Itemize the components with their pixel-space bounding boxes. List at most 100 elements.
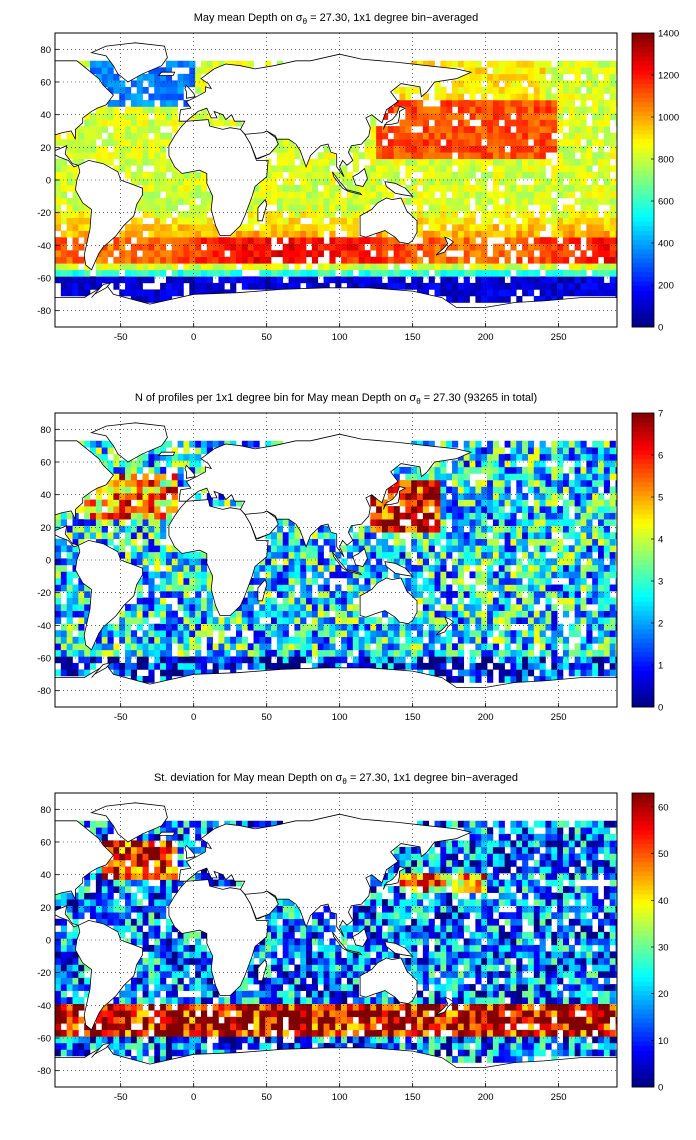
heatmap-cell: [504, 577, 511, 585]
heatmap-cell: [381, 1042, 389, 1050]
heatmap-cell: [294, 532, 301, 540]
heatmap-cell: [492, 106, 500, 114]
heatmap-cell: [294, 250, 301, 258]
heatmap-cell: [183, 584, 190, 592]
heatmap-cell: [440, 551, 447, 559]
heatmap-cell: [101, 440, 108, 448]
landmass-arabia: [244, 130, 279, 160]
heatmap-cell: [66, 256, 73, 264]
heatmap-cell: [603, 224, 611, 231]
heatmap-cell: [218, 493, 225, 500]
heatmap-cell: [136, 617, 143, 624]
heatmap-cell: [101, 512, 108, 520]
heatmap-cell: [66, 643, 73, 651]
heatmap-cell: [376, 662, 383, 670]
heatmap-cell: [329, 204, 336, 212]
heatmap-cell: [271, 440, 278, 448]
heatmap-cell: [376, 512, 383, 520]
heatmap-cell: [598, 250, 605, 258]
heatmap-cell: [498, 564, 505, 572]
heatmap-cell: [498, 499, 505, 507]
heatmap-cell: [580, 440, 587, 448]
heatmap-cell: [469, 113, 476, 120]
heatmap-cell: [125, 1049, 132, 1057]
heatmap-cell: [609, 493, 616, 500]
heatmap-cell: [516, 67, 523, 75]
heatmap-cell: [136, 132, 143, 140]
heatmap-cell: [329, 184, 336, 192]
heatmap-cell: [259, 564, 266, 572]
heatmap-cell: [95, 145, 103, 153]
heatmap-cell: [440, 564, 447, 572]
heatmap-cell: [370, 617, 377, 624]
heatmap-cell: [469, 1049, 476, 1057]
heatmap-cell: [306, 630, 313, 638]
heatmap-cell: [200, 662, 208, 670]
heatmap-cell: [130, 145, 138, 153]
heatmap-cell: [177, 282, 184, 290]
heatmap-cell: [598, 630, 605, 638]
heatmap-cell: [603, 165, 611, 173]
heatmap-cell: [189, 551, 196, 559]
heatmap-cell: [422, 230, 429, 238]
heatmap-cell: [95, 276, 103, 284]
heatmap-cell: [101, 67, 108, 75]
heatmap-cell: [440, 178, 447, 186]
heatmap-cell: [387, 126, 394, 133]
heatmap-cell: [457, 113, 465, 120]
heatmap-cell: [539, 256, 546, 264]
heatmap-cell: [323, 577, 330, 585]
heatmap-cell: [487, 158, 494, 166]
heatmap-cell: [522, 538, 529, 546]
heatmap-cell: [276, 571, 284, 579]
heatmap-cell: [603, 499, 611, 507]
heatmap-cell: [125, 538, 132, 546]
heatmap-cell: [598, 460, 605, 468]
heatmap-cell: [574, 106, 581, 114]
heatmap-cell: [428, 113, 435, 120]
heatmap-cell: [568, 119, 575, 127]
heatmap-cell: [487, 649, 494, 657]
heatmap-cell: [119, 519, 126, 526]
heatmap-cell: [346, 591, 354, 598]
heatmap-cell: [522, 211, 529, 218]
heatmap-cell: [469, 584, 476, 592]
heatmap-cell: [422, 269, 429, 277]
heatmap-cell: [574, 643, 581, 651]
heatmap-cell: [276, 145, 284, 153]
heatmap-cell: [533, 610, 540, 618]
heatmap-cell: [557, 256, 564, 264]
heatmap-cell: [516, 656, 523, 664]
heatmap-cell: [598, 237, 605, 244]
heatmap-cell: [189, 597, 196, 605]
heatmap-cell: [317, 197, 324, 205]
heatmap-cell: [90, 519, 97, 526]
heatmap-cell: [428, 282, 435, 290]
heatmap-cell: [364, 577, 371, 585]
heatmap-cell: [142, 158, 149, 166]
heatmap-cell: [545, 99, 552, 107]
heatmap-cell: [177, 230, 184, 238]
heatmap-cell: [562, 440, 570, 448]
heatmap-cell: [376, 538, 383, 546]
heatmap-cell: [527, 617, 535, 624]
heatmap-cell: [592, 99, 599, 107]
heatmap-cell: [422, 197, 429, 205]
heatmap-cell: [533, 662, 540, 670]
heatmap-cell: [434, 224, 441, 231]
heatmap-cell: [434, 211, 441, 218]
heatmap-cell: [183, 577, 190, 585]
heatmap-cell: [481, 73, 488, 81]
heatmap-cell: [317, 649, 324, 657]
heatmap-cell: [463, 466, 470, 474]
heatmap-cell: [504, 126, 511, 133]
heatmap-cell: [492, 525, 500, 533]
heatmap-cell: [557, 525, 564, 533]
heatmap-cell: [300, 604, 307, 611]
heatmap-cell: [533, 525, 540, 533]
heatmap-cell: [119, 486, 126, 494]
colorbar-tick-label: 0: [658, 703, 663, 714]
heatmap-cell: [510, 591, 517, 598]
heatmap-cell: [411, 178, 418, 186]
